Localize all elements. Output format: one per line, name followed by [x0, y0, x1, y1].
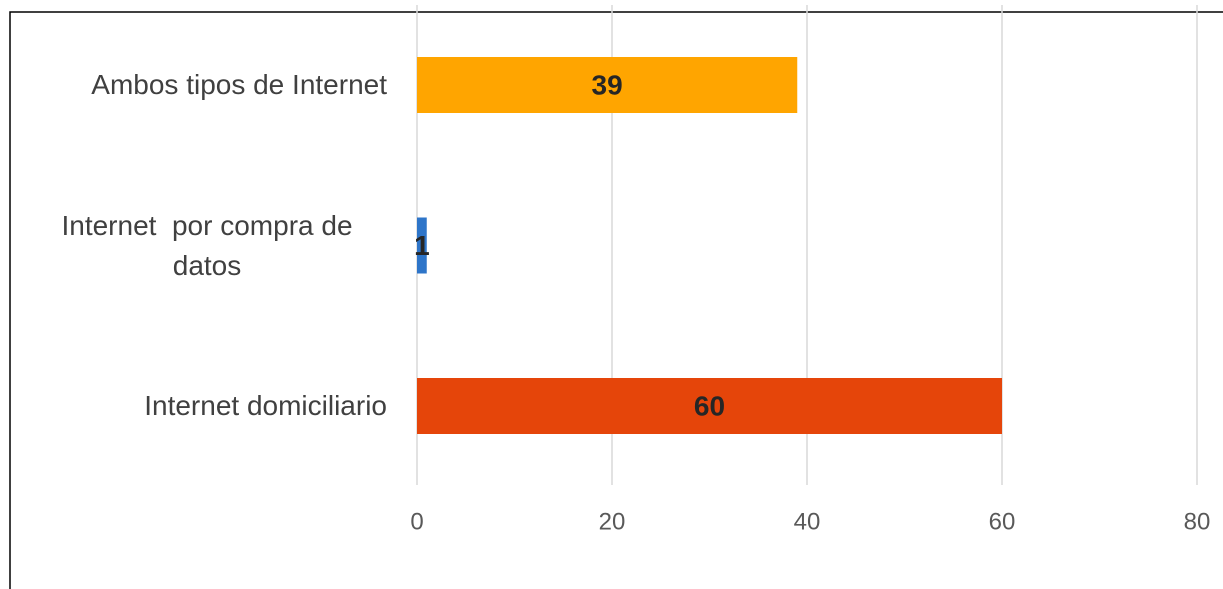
y-tick-label: Ambos tipos de Internet	[91, 69, 387, 100]
bar	[417, 57, 798, 113]
bar	[417, 217, 427, 274]
data-label: 39	[592, 69, 623, 100]
x-tick-label: 0	[410, 508, 423, 535]
frame	[9, 11, 1223, 589]
y-tick-label: Internet por compra de datos	[61, 209, 361, 281]
x-tick-label: 40	[794, 508, 821, 535]
bar	[417, 378, 1002, 434]
data-label: 1	[414, 230, 430, 261]
x-tick-label: 20	[599, 508, 626, 535]
x-tick-label: 60	[989, 508, 1016, 535]
y-tick-label: Internet domiciliario	[144, 390, 387, 421]
x-tick-label: 80	[1184, 508, 1211, 535]
data-label: 60	[694, 390, 725, 421]
